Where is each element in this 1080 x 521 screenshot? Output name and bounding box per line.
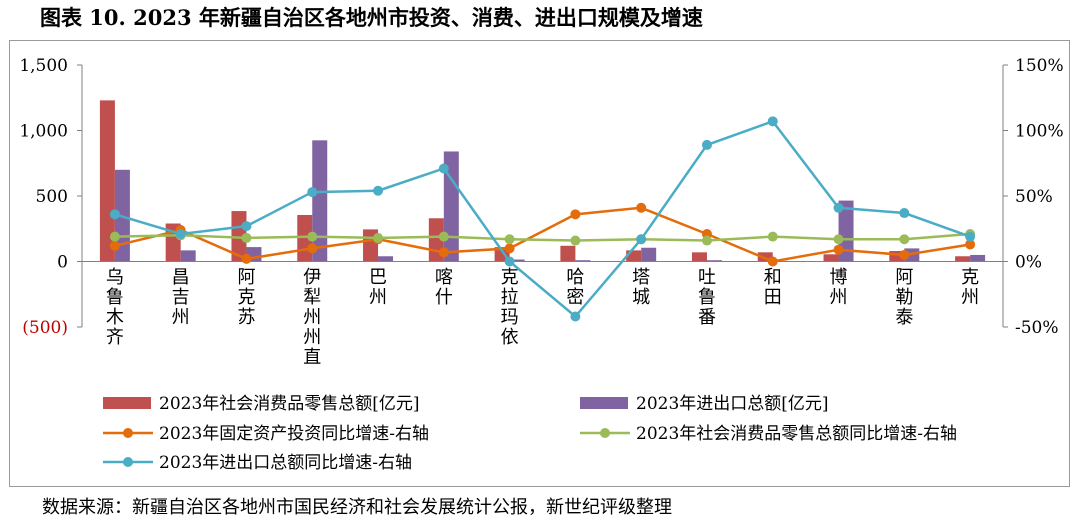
left-axis-tick-label: 1,500 xyxy=(19,56,68,76)
line-series-1-point xyxy=(899,249,910,260)
category-label: 和田 xyxy=(764,267,782,308)
category-label: 哈密 xyxy=(566,267,584,308)
line-series-3-line xyxy=(114,119,971,319)
line-series-3-point xyxy=(438,163,449,174)
legend-swatch xyxy=(103,397,151,409)
line-series-1-point xyxy=(833,244,844,255)
legend-entry-label: 2023年社会消费品零售总额同比增速-右轴 xyxy=(636,424,957,444)
bar-series-2-bar xyxy=(180,250,196,262)
line-series-1-point xyxy=(636,202,647,213)
line-series-1-point xyxy=(438,247,449,258)
line-series-1-point xyxy=(767,256,778,267)
line-series-3-point xyxy=(109,209,120,220)
left-axis-tick-label: (500) xyxy=(22,318,68,338)
bar-series-2-bar xyxy=(706,260,722,262)
right-axis-tick-label: 50% xyxy=(1015,187,1053,207)
left-axis-tick-label: 500 xyxy=(36,187,68,207)
legend-swatch xyxy=(580,397,628,409)
legend-marker xyxy=(600,428,610,438)
line-series-2-point xyxy=(373,232,384,243)
line-series-3-point xyxy=(241,221,252,232)
legend-entry-label: 2023年进出口总额同比增速-右轴 xyxy=(159,453,412,473)
bar-series-2-bar xyxy=(312,140,328,262)
line-series-1-line xyxy=(114,206,971,263)
line-series-3-point xyxy=(570,311,581,322)
line-series-3-point xyxy=(307,187,318,198)
line-series-1-point xyxy=(570,209,581,220)
line-series-3-point xyxy=(504,256,515,267)
line-series-3-point xyxy=(899,208,910,219)
line-series-2-point xyxy=(504,234,515,245)
category-label: 博州 xyxy=(830,267,848,308)
bar-series-2-bar xyxy=(838,200,854,262)
line-series-2-point xyxy=(570,235,581,246)
category-label: 克拉玛依 xyxy=(501,267,519,348)
line-series-2-point xyxy=(701,235,712,246)
line-series-3-point xyxy=(636,234,647,245)
left-axis-tick-label: 0 xyxy=(57,253,68,273)
line-series-2-point xyxy=(438,231,449,242)
category-label: 巴州 xyxy=(369,267,387,308)
category-label: 昌吉州 xyxy=(172,267,190,328)
bar-series-2-bar xyxy=(378,256,394,262)
category-label: 喀什 xyxy=(435,267,453,308)
category-label: 吐鲁番 xyxy=(698,267,716,328)
line-series-3-point xyxy=(373,185,384,196)
bar-series-2-bar xyxy=(970,254,986,262)
chart: (500) 0 500 1,000 1,500 -50% 0% 50% 100% 150% 乌鲁木齐… xyxy=(19,56,1064,473)
category-label: 阿勒泰 xyxy=(895,267,913,328)
bar-series-2-bar xyxy=(509,259,525,262)
legend-marker xyxy=(123,457,133,467)
line-series-1-point xyxy=(109,240,120,251)
line-series-2-line xyxy=(114,232,971,242)
chart-frame xyxy=(9,40,1070,487)
line-series-3-point xyxy=(965,231,976,242)
bar-series-1-bar xyxy=(560,245,576,262)
category-label: 乌鲁木齐 xyxy=(106,267,124,348)
line-series-1-point xyxy=(241,253,252,264)
right-axis-tick-label: -50% xyxy=(1015,318,1059,338)
data-source-note: 数据来源：新疆自治区各地州市国民经济和社会发展统计公报，新世纪评级整理 xyxy=(42,497,672,518)
line-series-2-point xyxy=(899,234,910,245)
category-label: 阿克苏 xyxy=(237,267,255,328)
line-series-1-point xyxy=(307,243,318,254)
figure-title: 图表 10. 2023 年新疆自治区各地州市投资、消费、进出口规模及增速 xyxy=(40,5,703,30)
line-series-2-point xyxy=(767,231,778,242)
bar-series-1-bar xyxy=(626,250,642,262)
category-label: 伊犁州州直 xyxy=(303,267,321,368)
bar-series-1-bar xyxy=(823,254,839,262)
category-label: 塔城 xyxy=(632,267,650,308)
bar-series-2-bar xyxy=(641,247,657,262)
left-axis-tick-label: 1,000 xyxy=(19,122,68,142)
category-label: 克州 xyxy=(961,267,979,308)
line-series-3-point xyxy=(833,202,844,213)
bar-series-1-bar xyxy=(955,256,971,262)
line-series-3-point xyxy=(175,228,186,239)
line-series-2-point xyxy=(241,232,252,243)
line-series-1-point xyxy=(504,243,515,254)
bar-series-1-bar xyxy=(757,252,773,262)
bar-series-1-bar xyxy=(889,251,905,262)
legend-entry-label: 2023年固定资产投资同比增速-右轴 xyxy=(159,424,429,444)
line-series-2-point xyxy=(833,234,844,245)
line-series-2-point xyxy=(307,231,318,242)
legend-entry-label: 2023年社会消费品零售总额[亿元] xyxy=(159,394,420,414)
line-series-3-point xyxy=(767,116,778,127)
legend-marker xyxy=(123,428,133,438)
line-series-3-point xyxy=(701,139,712,150)
right-axis-tick-label: 0% xyxy=(1015,253,1042,273)
right-axis-tick-label: 150% xyxy=(1015,56,1064,76)
bar-series-1-bar xyxy=(691,252,707,262)
line-series-2-point xyxy=(109,231,120,242)
line-series-1-point xyxy=(965,239,976,250)
bar-series-1-bar xyxy=(99,100,115,262)
legend-entry-label: 2023年进出口总额[亿元] xyxy=(636,394,829,414)
right-axis-tick-label: 100% xyxy=(1015,122,1064,142)
bar-series-2-bar xyxy=(575,260,591,262)
